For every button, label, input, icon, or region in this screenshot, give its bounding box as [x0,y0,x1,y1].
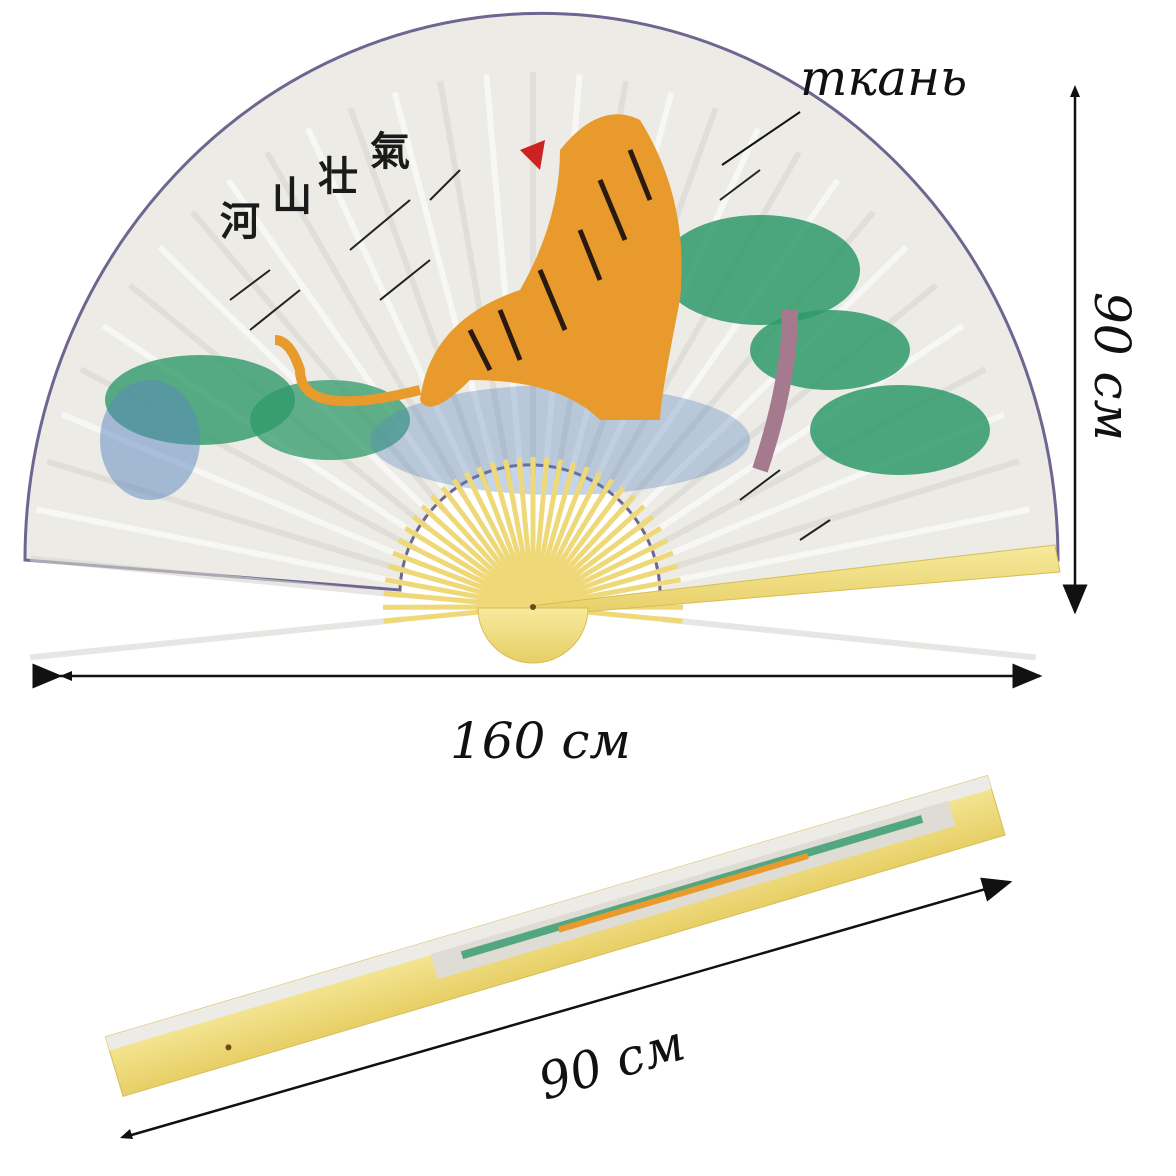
fan-pleat [264,150,468,499]
fan-pleat [598,150,802,499]
material-label: ткань [800,49,967,107]
fan-pleat [29,555,404,599]
fan-pleat [391,91,501,483]
calligraphy-char: 氣 [370,128,410,175]
fan-pleat [27,604,404,611]
fan-pleat [660,506,1031,587]
fan-pleat [483,74,524,478]
fan-pleat [35,506,406,587]
fan-pleat [437,80,513,480]
fan-pleat [29,616,404,661]
length-arrow [127,877,1013,1138]
fan-handle [477,607,589,664]
closed-fan [104,774,1006,1097]
fan-pleat [627,244,909,522]
fan-pleat [662,616,1037,661]
calligraphy-char: 壮 [318,153,358,200]
open-fan: 河 山 壮 氣 [23,11,1061,664]
fan-pleat [662,604,1039,611]
fan-pleat [46,458,409,575]
material-leader-line [721,111,801,166]
fan-pleat [347,107,489,487]
fan-pleat [657,458,1020,575]
bamboo-ribs [382,457,684,624]
fan-pleat [225,178,458,506]
fan-pleat [641,323,965,542]
fan-painting: 河 山 壮 氣 [100,114,990,541]
calligraphy-char: 山 [272,173,312,220]
fan-pleat [190,209,448,513]
width-label: 160 см [450,712,631,770]
closed-length-label: 90 см [532,1014,691,1112]
calligraphy-char: 河 [220,198,260,245]
height-label: 90 см [1083,292,1141,441]
fan-pleat [304,126,478,492]
